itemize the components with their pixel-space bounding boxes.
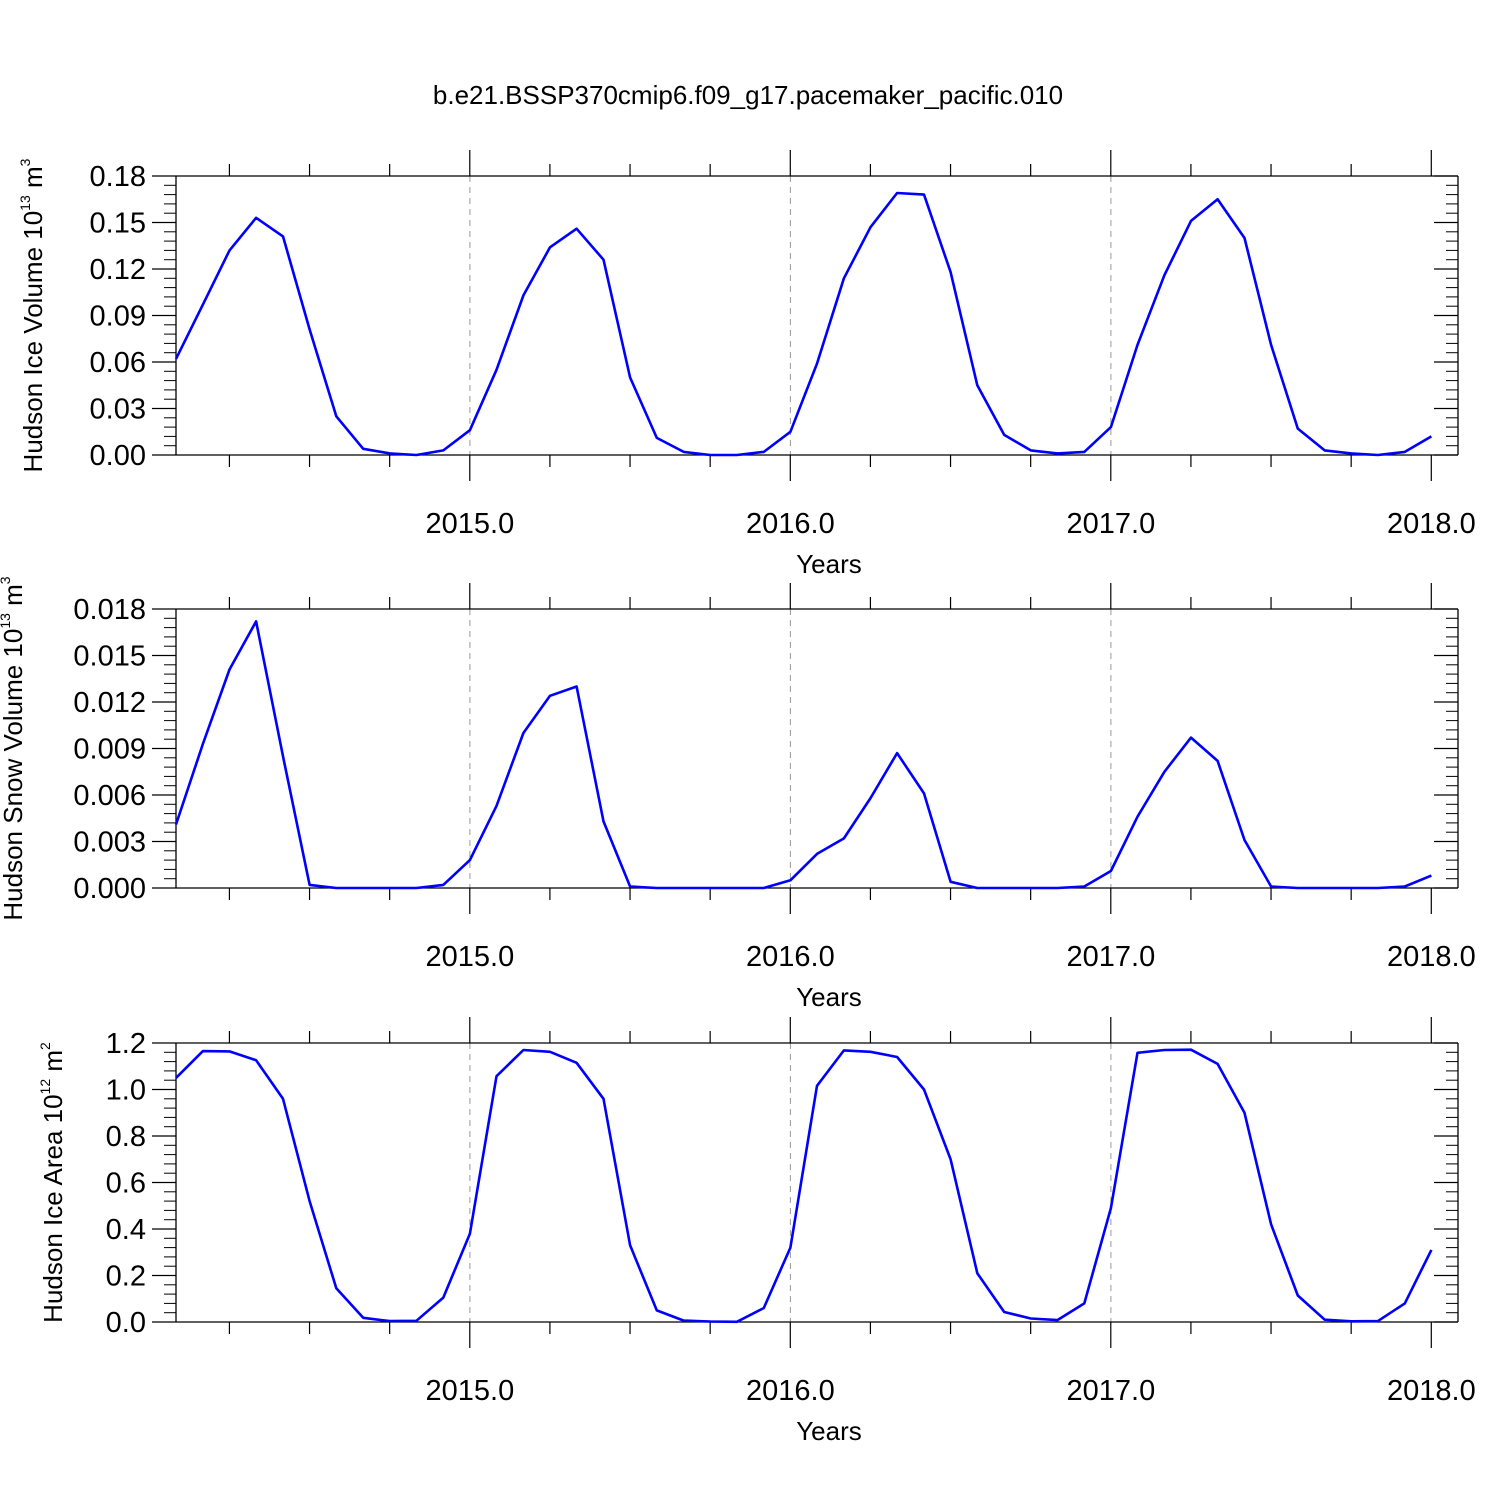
y-tick-label: 0.00 — [90, 440, 146, 472]
x-tick-label: 2016.0 — [746, 1375, 835, 1407]
x-tick-label: 2017.0 — [1067, 508, 1156, 540]
y-axis-label-text: Hudson Ice Volume 10 — [18, 211, 48, 473]
y-tick-label: 1.2 — [106, 1028, 146, 1060]
chart-title: b.e21.BSSP370cmip6.f09_g17.pacemaker_pac… — [433, 80, 1063, 110]
y-tick-label: 0.12 — [90, 254, 146, 286]
x-tick-label: 2015.0 — [426, 508, 515, 540]
y-axis-label-unit-exp: 2 — [37, 1042, 53, 1050]
y-axis-label: Hudson Snow Volume 1013 m3 — [0, 576, 28, 920]
y-axis-label-text: Hudson Ice Area 10 — [38, 1094, 68, 1322]
panels: 2015.0 2016.0 2017.0 2018.00.000.030.060.09… — [0, 150, 1476, 1446]
y-tick-label: 0.2 — [106, 1261, 146, 1293]
y-tick-label: 0.4 — [106, 1214, 146, 1246]
series-line — [175, 1048, 1433, 1324]
y-tick-label: 0.8 — [106, 1121, 146, 1153]
y-axis-label-unit-exp: 3 — [17, 158, 33, 166]
y-axis-label-text: Hudson Snow Volume 10 — [0, 629, 28, 921]
y-axis-label-exp: 12 — [37, 1079, 53, 1095]
y-axis-label-exp: 13 — [17, 195, 33, 211]
y-tick-label: 0.006 — [73, 780, 146, 812]
x-tick-label: 2016.0 — [746, 941, 835, 973]
y-axis-label-exp: 13 — [0, 613, 13, 629]
y-tick-label: 0.06 — [90, 347, 146, 379]
x-tick-label: 2018.0 — [1387, 941, 1476, 973]
y-axis-label-unit: m — [38, 1050, 68, 1079]
x-tick-label: 2016.0 — [746, 508, 835, 540]
x-tick-label: 2015.0 — [426, 941, 515, 973]
chart-panel-2: 2015.0 2016.0 2017.0 2018.0 0.000 0.003 0.006 0… — [0, 576, 1476, 1012]
x-axis-label: Years — [796, 1416, 862, 1446]
y-tick-label: 0.09 — [90, 301, 146, 333]
x-axis-label: Years — [796, 549, 862, 579]
x-tick-label: 2017.0 — [1067, 941, 1156, 973]
y-tick-label: 0.18 — [90, 161, 146, 193]
x-tick-label: 2017.0 — [1067, 1375, 1156, 1407]
chart-panel-1: 2015.0 2016.0 2017.0 2018.0 0.00 0.03 0.06 0.09… — [17, 150, 1476, 579]
y-tick-label: 0.03 — [90, 394, 146, 426]
y-axis-label-unit-exp: 3 — [0, 576, 13, 584]
y-axis-label-unit: m — [0, 584, 28, 613]
chart-panel-3: 2015.0 2016.0 2017.0 2018.0 0.0 0.2 0.4 0.6 0.8 1… — [37, 1017, 1476, 1446]
y-tick-label: 0.6 — [106, 1168, 146, 1200]
y-tick-label: 1.0 — [106, 1075, 146, 1107]
y-axis-label: Hudson Ice Area 1012 m2 — [37, 1042, 68, 1323]
y-axis-label-unit: m — [18, 166, 48, 195]
x-axis-label: Years — [796, 982, 862, 1012]
series-line — [174, 620, 1432, 890]
y-axis-label: Hudson Ice Volume 1013 m3 — [17, 158, 48, 472]
y-tick-label: 0.012 — [73, 687, 146, 719]
series-line — [174, 191, 1433, 457]
y-tick-label: 0.015 — [73, 641, 146, 673]
y-tick-label: 0.018 — [73, 594, 146, 626]
x-tick-label: 2018.0 — [1387, 508, 1476, 540]
y-tick-label: 0.003 — [73, 827, 146, 859]
x-tick-label: 2015.0 — [426, 1375, 515, 1407]
y-tick-label: 0.009 — [73, 734, 146, 766]
y-tick-label: 0.000 — [73, 873, 146, 905]
x-tick-label: 2018.0 — [1387, 1375, 1476, 1407]
y-tick-label: 0.15 — [90, 208, 146, 240]
y-tick-label: 0.0 — [106, 1307, 146, 1339]
